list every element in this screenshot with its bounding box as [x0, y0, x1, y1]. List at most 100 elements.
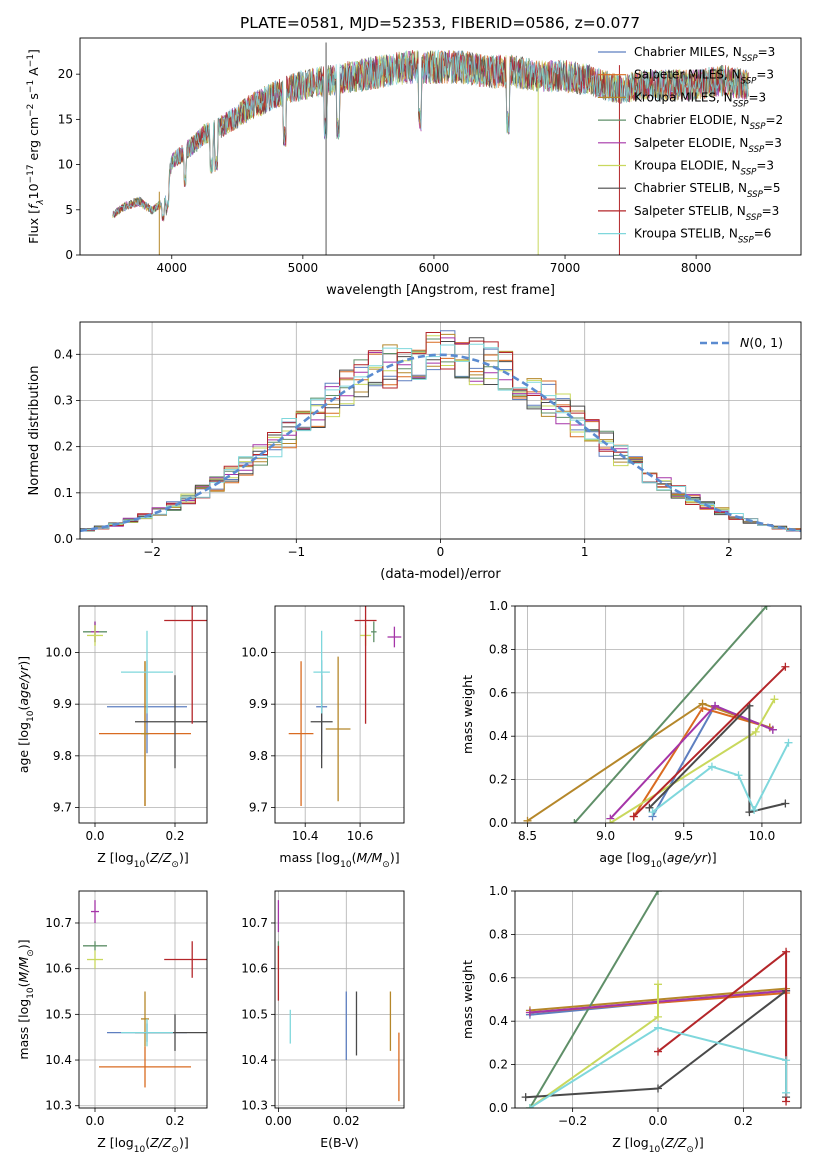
y-axis-label: mass weight	[460, 675, 475, 754]
y-tick-label: 15	[58, 112, 73, 126]
mass-weight-marker	[734, 771, 743, 780]
x-tick-label: 2	[725, 545, 733, 559]
x-tick-label: 10.0	[749, 829, 776, 843]
x-tick-label: 8000	[681, 261, 712, 275]
x-tick-label: 6000	[419, 261, 450, 275]
mass-weight-marker	[525, 1008, 534, 1017]
axes-frame	[78, 605, 208, 824]
mass-weight-marker	[784, 738, 793, 747]
plot-area	[277, 900, 400, 1102]
x-tick-label: 7000	[550, 261, 581, 275]
x-tick-label: 9.0	[596, 829, 615, 843]
mass-weight-marker	[654, 1084, 662, 1093]
x-axis-label: mass [log10(M/M⊙)]	[279, 850, 399, 870]
panel-age_vs_mass: 10.4 10.6 9.7 9.8 9.9 10.0 mass [log10(M/M⊙)]	[241, 605, 405, 870]
y-tick-label: 10.3	[241, 1099, 268, 1113]
y-tick-label: 0.8	[489, 927, 508, 941]
x-tick-label: 10.4	[292, 829, 319, 843]
x-tick-label: 5000	[288, 261, 319, 275]
y-tick-label: 9.7	[53, 801, 72, 815]
mass-weight-marker	[750, 805, 759, 814]
panel-spectrum: 4000 5000 6000 7000 8000 0 5 10 15 20 wavelength […	[26, 37, 802, 298]
mass-weight-marker	[698, 699, 707, 708]
y-axis-label: mass [log10(M/M⊙)]	[16, 939, 36, 1059]
figure-title: PLATE=0581, MJD=52353, FIBERID=0586, z=0…	[240, 14, 640, 32]
y-tick-label: 9.8	[249, 749, 268, 763]
mass-weight-marker	[648, 808, 657, 817]
y-tick-label: 0.6	[489, 686, 508, 700]
y-tick-label: 10.0	[45, 646, 72, 660]
legend-label: Chabrier ELODIE, NSSP=2	[634, 113, 783, 132]
mass-weight-line	[529, 1026, 788, 1108]
panel-massweight_vs_Z: −0.2 0.0 0.2 0.0 0.2 0.4 0.6 0.8 1.0 Z [log10(Z/Z…	[460, 884, 802, 1155]
mass-weight-marker	[781, 799, 790, 808]
legend: Chabrier MILES, NSSP=3 Salpeter MILES, NS…	[598, 45, 783, 246]
axes-frame	[274, 890, 405, 1109]
y-tick-label: 10.0	[241, 646, 268, 660]
y-tick-label: 0.2	[489, 773, 508, 787]
y-tick-label: 10.7	[45, 916, 72, 930]
x-axis-label: Z [log10(Z/Z⊙)]	[612, 1135, 703, 1155]
mass-weight-marker	[782, 1056, 791, 1065]
mass-weight-marker	[521, 1093, 530, 1102]
legend-label: N(0, 1)	[740, 335, 783, 350]
legend-label: Chabrier STELIB, NSSP=5	[634, 181, 781, 200]
x-tick-label: 0	[437, 545, 445, 559]
legend-label: Salpeter MILES, NSSP=3	[634, 68, 774, 87]
panel-age_vs_Z: 0.0 0.2 9.7 9.8 9.9 10.0 Z [log10(Z/Z⊙)] age [l…	[16, 605, 208, 870]
y-tick-label: 10.5	[241, 1007, 268, 1021]
x-tick-label: 0.2	[165, 1114, 184, 1128]
mass-weight-line	[633, 666, 787, 818]
plot-area	[112, 42, 749, 255]
x-axis-label: wavelength [Angstrom, rest frame]	[326, 283, 555, 298]
axes-frame	[79, 321, 802, 540]
mass-weight-marker	[768, 725, 777, 734]
axes-frame	[514, 605, 802, 824]
mass-weight-marker	[711, 701, 720, 710]
y-tick-label: 9.9	[249, 697, 268, 711]
y-tick-label: 9.9	[53, 697, 72, 711]
axes-frame	[79, 37, 802, 256]
plot-area	[523, 606, 793, 823]
mass-weight-marker	[654, 980, 662, 989]
mass-weight-marker	[570, 819, 579, 823]
x-tick-label: 0.2	[165, 829, 184, 843]
x-tick-label: 10.6	[347, 829, 374, 843]
y-tick-label: 9.8	[53, 749, 72, 763]
legend-label: Salpeter ELODIE, NSSP=3	[634, 136, 782, 155]
x-tick-label: 4000	[156, 261, 187, 275]
y-axis-label: age [log10(age/yr)]	[16, 656, 36, 773]
y-tick-label: 1.0	[489, 599, 508, 613]
mass-weight-marker	[770, 695, 779, 704]
mass-weight-line	[648, 703, 786, 814]
mass-weight-marker	[751, 727, 760, 736]
plot-area	[288, 606, 402, 806]
y-tick-label: 10.5	[45, 1007, 72, 1021]
normal-curve	[80, 353, 801, 533]
y-tick-label: 0.8	[489, 642, 508, 656]
y-tick-label: 0.2	[54, 440, 73, 454]
y-tick-label: 10.7	[241, 916, 268, 930]
mass-weight-marker	[523, 816, 532, 823]
mass-weight-marker	[707, 762, 716, 771]
mass-weight-marker	[745, 808, 754, 817]
mass-weight-marker	[782, 1088, 791, 1097]
x-axis-label: Z [log10(Z/Z⊙)]	[97, 850, 188, 870]
mass-weight-line	[529, 891, 659, 1108]
x-axis-label: (data-model)/error	[380, 567, 501, 582]
y-tick-label: 10	[58, 158, 73, 172]
y-tick-label: 0.0	[54, 532, 73, 546]
mass-weight-marker	[781, 662, 790, 671]
mass-weight-marker	[654, 891, 662, 895]
plot-area	[83, 606, 207, 806]
y-tick-label: 10.3	[45, 1099, 72, 1113]
mass-weight-marker	[629, 812, 638, 821]
legend-label: Salpeter STELIB, NSSP=3	[634, 204, 779, 223]
y-tick-label: 0.4	[489, 1014, 508, 1028]
y-tick-label: 0.2	[489, 1058, 508, 1072]
y-tick-label: 0.3	[54, 393, 73, 407]
y-tick-label: 1.0	[489, 884, 508, 898]
panel-residuals: −2 −1 0 1 2 0.0 0.1 0.2 0.3 0.4 (data-model)/error…	[27, 321, 802, 582]
mass-weight-marker	[782, 947, 791, 956]
y-tick-label: 0	[65, 248, 73, 262]
